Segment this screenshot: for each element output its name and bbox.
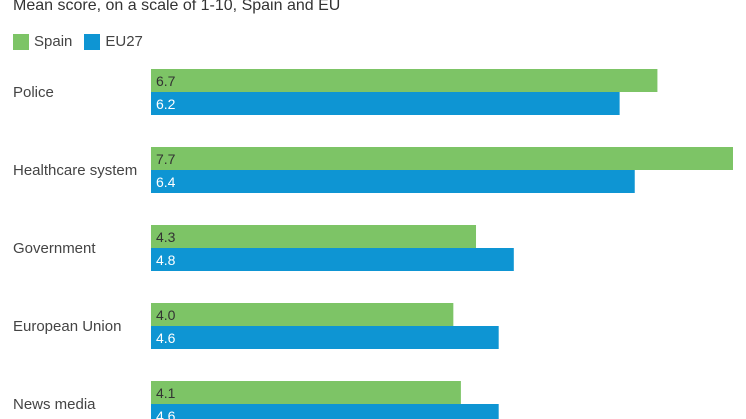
data-label-spain-news-media: 4.1 [156,385,176,401]
legend-label-eu27: EU27 [105,33,143,50]
category-label-police: Police [13,84,54,101]
data-label-eu27-european-union: 4.6 [156,330,176,346]
bar-eu27-government[interactable] [151,248,514,271]
bar-eu27-news-media[interactable] [151,404,499,419]
category-label-news-media: News media [13,396,96,413]
category-label-government: Government [13,240,96,257]
data-label-spain-european-union: 4.0 [156,307,176,323]
data-label-spain-police: 6.7 [156,73,176,89]
data-label-eu27-government: 4.8 [156,252,176,268]
legend-swatch-spain [13,33,29,50]
chart-legend: Spain EU27 [13,33,155,50]
data-label-eu27-police: 6.2 [156,96,176,112]
legend-item-eu27[interactable]: EU27 [84,33,143,50]
bar-spain-news-media[interactable] [151,381,461,404]
bar-spain-european-union[interactable] [151,303,454,326]
chart-subtitle: Mean score, on a scale of 1-10, Spain an… [13,0,341,14]
bar-spain-police[interactable] [151,69,658,92]
legend-label-spain: Spain [34,33,73,50]
category-label-european-union: European Union [13,318,121,335]
data-label-eu27-news-media: 4.6 [156,408,176,419]
bar-eu27-european-union[interactable] [151,326,499,349]
bar-eu27-healthcare-system[interactable] [151,170,635,193]
bar-eu27-police[interactable] [151,92,620,115]
bar-spain-healthcare-system[interactable] [151,147,733,170]
data-label-eu27-healthcare-system: 6.4 [156,174,176,190]
legend-swatch-eu27 [84,33,101,50]
category-label-healthcare-system: Healthcare system [13,162,137,179]
data-label-spain-healthcare-system: 7.7 [156,151,176,167]
legend-item-spain[interactable]: Spain [13,33,72,50]
bar-spain-government[interactable] [151,225,477,248]
data-label-spain-government: 4.3 [156,229,176,245]
